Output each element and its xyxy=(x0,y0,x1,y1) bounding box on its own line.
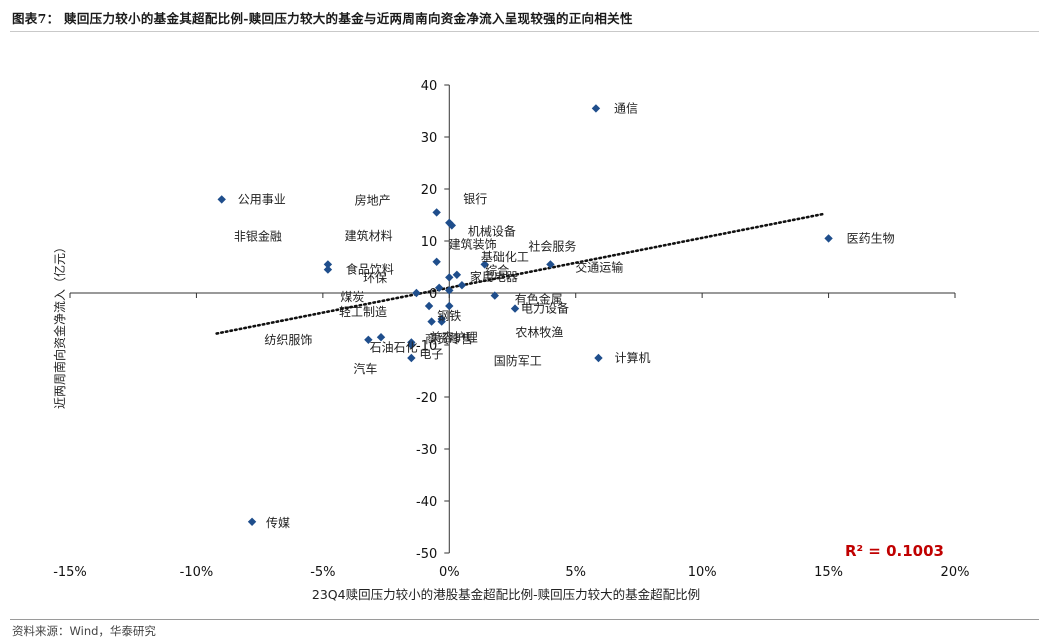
x-axis-title: 23Q4赎回压力较小的港股基金超配比例-赎回压力较大的基金超配比例 xyxy=(312,587,700,602)
data-point xyxy=(247,517,257,526)
point-label: 银行 xyxy=(463,192,487,206)
point-label: 石油石化 xyxy=(370,341,418,355)
r-squared-label: R² = 0.1003 xyxy=(845,542,944,560)
point-label: 环保 xyxy=(363,271,387,285)
footer-divider xyxy=(10,619,1039,620)
point-label: 建筑材料 xyxy=(345,228,393,243)
data-point xyxy=(447,221,457,230)
point-label: 国防军工 xyxy=(494,353,542,368)
data-point xyxy=(407,353,416,363)
y-tick-label: -40 xyxy=(416,495,437,510)
point-label: 社会服务 xyxy=(528,238,576,253)
x-tick-label: -15% xyxy=(53,565,87,580)
data-point xyxy=(437,314,446,324)
data-point xyxy=(510,304,520,313)
x-tick-label: 20% xyxy=(941,565,970,580)
data-point xyxy=(407,340,416,350)
point-label: 公用事业 xyxy=(238,192,286,206)
point-label: 商贸零售 xyxy=(425,331,473,346)
data-point xyxy=(445,286,454,295)
data-point xyxy=(323,260,333,269)
point-label: 传媒 xyxy=(266,515,290,530)
trendline-layer xyxy=(215,212,825,335)
y-tick-label: 40 xyxy=(421,79,438,94)
data-point xyxy=(594,353,603,363)
axes-layer: -15% -10% -5% 0% 5% 10% 15% 20% 40 30 20 10 0 -10 -20 -… xyxy=(53,79,969,580)
data-point xyxy=(457,281,467,290)
point-label: 房地产 xyxy=(355,192,391,207)
data-point xyxy=(412,288,421,298)
point-label: 有色金属 xyxy=(515,292,563,307)
data-point xyxy=(445,301,454,311)
y-axis-title: 近两周南向资金净流入（亿元） xyxy=(52,241,67,409)
x-tick-label: 0% xyxy=(439,565,460,580)
x-tick-label: 10% xyxy=(688,565,717,580)
y-tick-label: 0 xyxy=(429,287,437,302)
point-label: 交通运输 xyxy=(575,259,623,274)
data-point xyxy=(824,234,833,243)
data-point xyxy=(323,265,333,274)
data-point xyxy=(376,333,386,342)
data-point xyxy=(490,291,499,300)
point-label: 非银金融 xyxy=(234,228,282,243)
point-label: 轻工制造 xyxy=(339,305,387,319)
data-point xyxy=(424,301,434,311)
data-point xyxy=(432,257,441,266)
y-tick-label: -20 xyxy=(416,391,437,406)
point-label: 通信 xyxy=(614,101,638,115)
point-label: 美容护理 xyxy=(430,330,478,345)
data-point xyxy=(452,270,462,279)
point-label: 电力设备 xyxy=(521,302,569,316)
data-point xyxy=(432,208,441,217)
point-label: 煤炭 xyxy=(340,290,364,304)
title-divider xyxy=(10,31,1039,32)
data-point xyxy=(427,317,436,326)
figure-title: 图表7： 赎回压力较小的基金其超配比例-赎回压力较大的基金与近两周南向资金净流入… xyxy=(12,11,633,26)
point-label: 电子 xyxy=(419,347,443,361)
x-tick-label: 15% xyxy=(814,565,843,580)
x-tick-label: 5% xyxy=(565,565,586,580)
points-layer xyxy=(217,104,833,526)
data-point xyxy=(546,260,555,269)
y-tick-label: 30 xyxy=(421,131,438,146)
point-label: 综合 xyxy=(485,262,509,277)
y-tick-label: -10 xyxy=(416,339,437,354)
data-point xyxy=(480,260,489,269)
data-point xyxy=(591,104,601,113)
point-label: 建筑装饰 xyxy=(449,236,497,251)
data-point xyxy=(364,335,373,344)
trendline xyxy=(215,212,825,335)
point-label: 农林牧渔 xyxy=(515,325,563,339)
point-label: 机械设备 xyxy=(468,223,516,238)
x-tick-label: -5% xyxy=(310,565,335,580)
y-tick-label: 10 xyxy=(421,235,438,250)
point-label: 纺织服饰 xyxy=(264,333,312,347)
data-point xyxy=(445,273,454,282)
point-label: 钢铁 xyxy=(437,309,461,323)
point-label: 汽车 xyxy=(353,361,377,376)
y-tick-label: 20 xyxy=(421,183,438,198)
point-label: 食品饮料 xyxy=(346,262,394,277)
x-tick-label: -10% xyxy=(180,565,214,580)
point-label: 基础化工 xyxy=(481,250,529,264)
y-tick-label: -50 xyxy=(416,547,437,562)
y-tick-label: -30 xyxy=(416,443,437,458)
scatter-chart: -15% -10% -5% 0% 5% 10% 15% 20% 40 30 20 10 0 -10 -20 -… xyxy=(52,79,969,602)
source-note: 资料来源：Wind，华泰研究 xyxy=(12,624,156,638)
point-label: 医药生物 xyxy=(847,231,895,245)
point-label: 家用电器 xyxy=(470,269,518,284)
data-point xyxy=(217,195,226,204)
point-label: 计算机 xyxy=(614,350,650,365)
data-point xyxy=(434,283,444,292)
